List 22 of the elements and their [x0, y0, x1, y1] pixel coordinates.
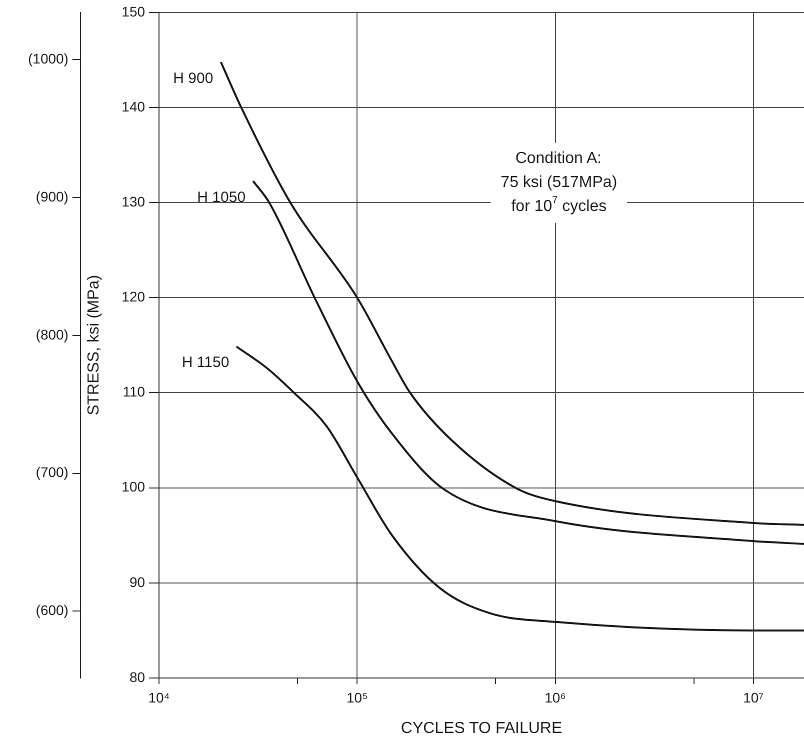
series-label: H 1150: [182, 354, 230, 372]
y2-tick-label: (700): [36, 464, 68, 480]
x-tick-label: 10⁶: [544, 689, 566, 706]
y2-tick-label: (900): [36, 188, 68, 204]
y-axis-title: STRESS, ksi (MPa): [85, 274, 102, 416]
x-tick-label: 10⁴: [148, 689, 170, 706]
x-tick-label: 10⁵: [346, 689, 368, 706]
y-tick-label: 110: [122, 384, 146, 400]
y-tick-label: 140: [122, 98, 146, 114]
y2-tick-label: (800): [36, 326, 68, 342]
series-label: H 900: [173, 70, 214, 87]
x-tick-label: 10⁷: [743, 689, 764, 706]
y-tick-label: 90: [129, 574, 146, 590]
y-tick-label: 150: [122, 3, 146, 20]
x-axis-title: CYCLES TO FAILURE: [400, 720, 562, 737]
y-tick-label: 80: [129, 668, 146, 685]
y2-tick-label: (1000): [28, 50, 68, 66]
y2-tick-label: (600): [36, 602, 68, 618]
y-tick-label: 130: [122, 193, 146, 210]
series-label: H 1050: [197, 188, 246, 206]
y-tick-label: 120: [122, 288, 146, 305]
y-tick-label: 100: [122, 478, 146, 495]
